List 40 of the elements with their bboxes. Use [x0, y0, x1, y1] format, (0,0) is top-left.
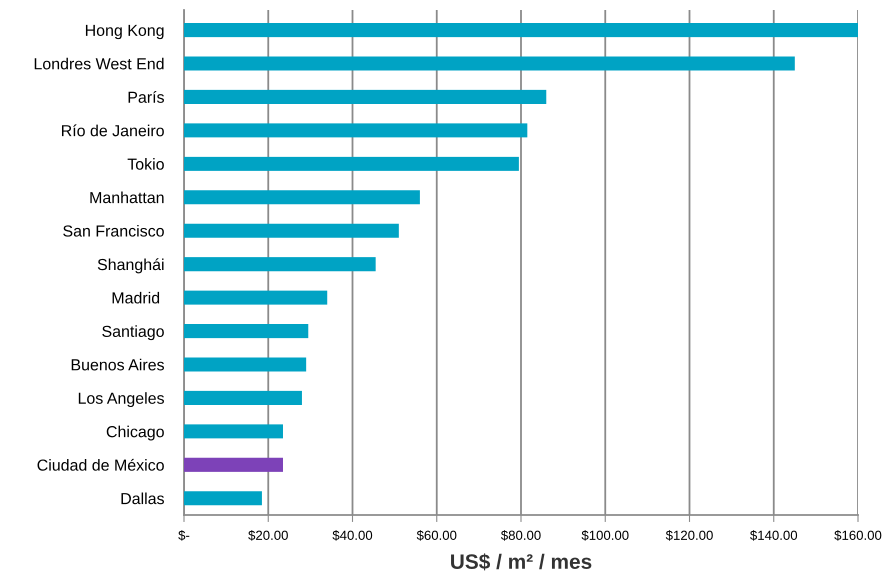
- y-tick-label: París: [128, 90, 164, 103]
- bar: [184, 424, 283, 438]
- bar: [184, 290, 328, 305]
- x-tick-label: $100.00: [582, 530, 629, 541]
- x-tick-label: $160.00: [834, 530, 882, 541]
- y-tick-label: Tokio: [128, 158, 164, 170]
- y-tick-label: Manhattan: [90, 191, 164, 204]
- bar: [184, 357, 306, 372]
- x-tick-label: $120.00: [666, 530, 713, 541]
- x-tick-label: $40.00: [332, 530, 372, 541]
- x-tick-label: $20.00: [248, 530, 288, 541]
- bar: [184, 324, 308, 338]
- y-tick-label: Santiago: [102, 325, 164, 340]
- y-tick-label: Shanghái: [98, 258, 164, 274]
- y-tick-label: Río de Janeiro: [62, 124, 164, 136]
- y-tick-label: Hong Kong: [86, 24, 164, 40]
- x-tick-label: $60.00: [416, 530, 456, 541]
- bar: [184, 491, 262, 506]
- y-tick-label: Los Angeles: [78, 392, 164, 408]
- y-tick-label: Ciudad de México: [38, 458, 164, 471]
- bar: [184, 224, 399, 238]
- y-tick-label: Madrid: [112, 292, 160, 304]
- y-tick-label: San Francisco: [63, 224, 164, 237]
- x-tick-label: $80.00: [500, 530, 541, 541]
- y-tick-label: Londres West End: [34, 58, 164, 70]
- bar: [184, 23, 858, 38]
- bar: [184, 458, 283, 472]
- bar: [184, 257, 376, 272]
- y-tick-label: Dallas: [121, 492, 164, 504]
- x-tick-label: $140.00: [750, 530, 798, 541]
- bar: [184, 56, 795, 71]
- bar: [184, 123, 528, 138]
- bar: [184, 156, 519, 171]
- bar: [184, 90, 546, 104]
- x-axis-title: US$ / m² / mes: [451, 553, 592, 570]
- bar: [184, 190, 420, 204]
- bar: [184, 390, 302, 405]
- y-tick-label: Chicago: [106, 426, 164, 440]
- y-tick-label: Buenos Aires: [72, 358, 164, 370]
- x-tick-label: $-: [178, 530, 190, 541]
